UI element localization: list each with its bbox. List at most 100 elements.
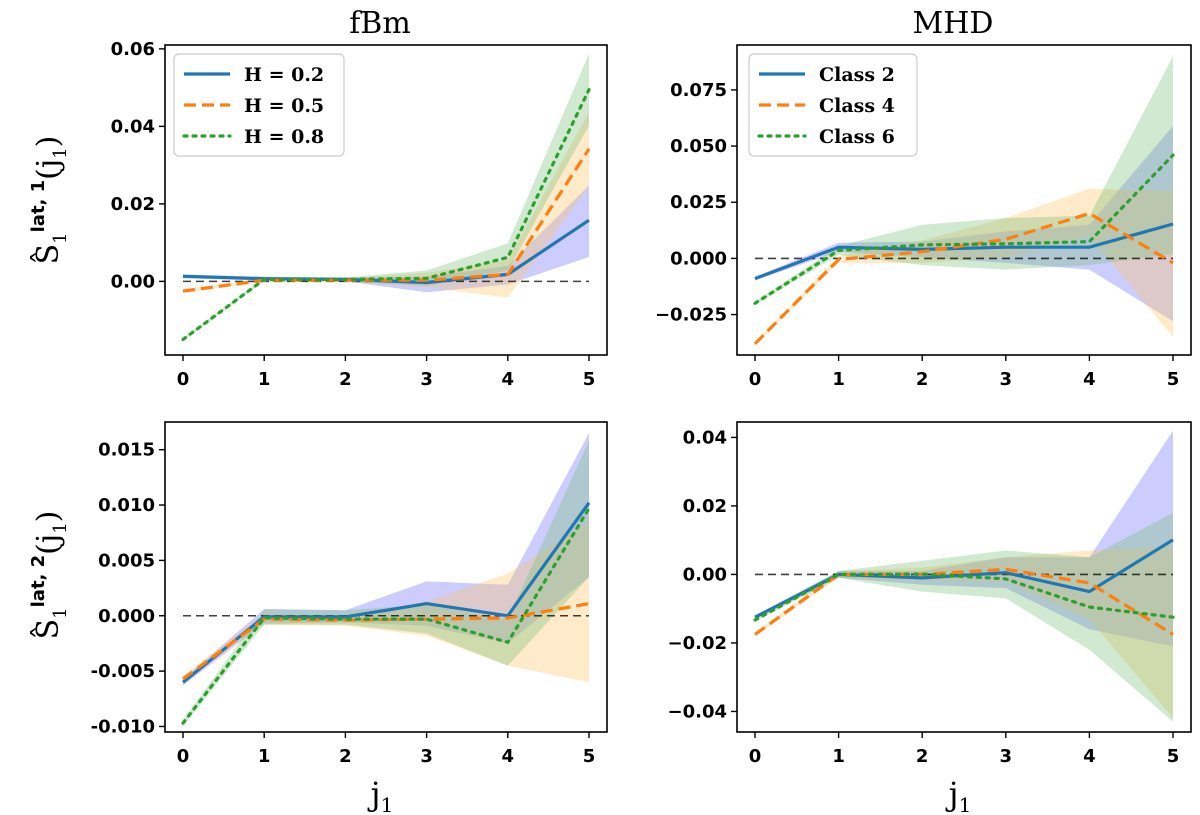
y-tick-label: 0.025 <box>670 192 727 213</box>
y-tick-label: −0.04 <box>668 701 728 722</box>
series-line-green <box>753 153 1175 305</box>
y-tick-label: 0.075 <box>670 80 727 101</box>
y-tick-label: 0.015 <box>98 440 155 461</box>
band-green <box>183 440 589 727</box>
band-orange <box>755 188 1173 346</box>
x-tick-label: 3 <box>420 369 433 390</box>
ylabel-row2-arg-sub: 1 <box>50 522 71 533</box>
x-tick-label: 2 <box>339 746 352 767</box>
x-tick-label: 1 <box>258 746 271 767</box>
y-tick-label: 0.02 <box>683 496 727 517</box>
x-tick-label: 1 <box>258 369 271 390</box>
series-line-green <box>181 87 591 342</box>
x-tick-label: 4 <box>502 369 515 390</box>
band-green <box>183 53 589 342</box>
legend-label: H = 0.2 <box>244 64 324 86</box>
x-tick-label: 2 <box>339 369 352 390</box>
legend-label: H = 0.5 <box>244 95 324 117</box>
plot-frame <box>736 44 1192 356</box>
band-blue <box>183 433 589 686</box>
y-tick-label: 0.00 <box>683 564 727 585</box>
legend: H = 0.2 H = 0.5 H = 0.8 <box>173 53 345 157</box>
series-line-green <box>181 506 591 725</box>
series-line-orange <box>182 148 591 293</box>
ylabel-row1-sub: 1 <box>50 232 71 243</box>
xlabel-left-sub: 1 <box>381 793 394 815</box>
plot-frame <box>164 421 608 733</box>
ylabel-row1-sup: lat, 1 <box>28 180 49 233</box>
y-tick-label: 0.06 <box>111 39 155 60</box>
y-tick-label: -0.005 <box>91 661 155 682</box>
ylabel-row1: S1lat, 1(j1) <box>28 136 71 265</box>
ylabel-row1-arg-sub: 1 <box>50 147 71 158</box>
x-tick-label: 5 <box>1167 369 1180 390</box>
x-tick-label: 3 <box>1000 746 1013 767</box>
band-orange <box>183 521 589 683</box>
x-tick-label: 0 <box>749 746 762 767</box>
y-tick-label: 0.04 <box>111 116 155 137</box>
xlabel-right-base: j <box>945 775 959 813</box>
panel-4: 0 1 2 3 4 5 −0.04 −0.02 0.00 0.02 0.04 <box>668 421 1192 767</box>
xlabel-right-sub: 1 <box>959 793 972 815</box>
y-tick-label: 0.005 <box>98 550 155 571</box>
ylabel-row2-base: S <box>31 619 66 640</box>
series-line-blue <box>181 501 591 684</box>
y-tick-label: 0.010 <box>98 495 155 516</box>
xlabel-left: j1 <box>367 775 394 815</box>
x-tick-label: 0 <box>177 746 190 767</box>
x-tick-label: 2 <box>916 369 929 390</box>
ylabel-row1-base: S <box>31 244 66 265</box>
band-orange <box>755 547 1173 719</box>
plot-frame <box>164 44 608 356</box>
y-tick-label: 0.000 <box>98 606 155 627</box>
ylabel-row2-arg: (j <box>31 534 66 555</box>
y-tick-label: −0.025 <box>655 305 727 326</box>
series-line-orange <box>754 567 1174 636</box>
band-blue <box>755 430 1173 647</box>
xlabel-left-base: j <box>367 775 381 813</box>
x-tick-label: 2 <box>916 746 929 767</box>
series-line-blue <box>754 222 1174 281</box>
x-tick-label: 1 <box>832 369 845 390</box>
x-tick-label: 5 <box>583 746 596 767</box>
xlabel-right: j1 <box>945 775 972 815</box>
x-tick-label: 5 <box>1167 746 1180 767</box>
legend-label: Class 6 <box>819 126 895 148</box>
band-green <box>755 56 1173 306</box>
column-title-fbm: fBm <box>349 6 411 41</box>
legend-box <box>173 53 345 157</box>
x-tick-label: 4 <box>502 746 515 767</box>
column-title-mhd: MHD <box>913 6 994 41</box>
plot-frame <box>736 421 1192 733</box>
ylabel-row2-sup: lat, 2 <box>28 555 49 608</box>
legend-label: Class 2 <box>819 64 895 86</box>
y-tick-label: −0.02 <box>668 633 728 654</box>
x-tick-label: 4 <box>1083 369 1096 390</box>
y-tick-label: 0.00 <box>111 271 155 292</box>
y-tick-label: 0.02 <box>111 194 155 215</box>
ylabel-row2-close: ) <box>31 511 66 523</box>
legend: Class 2 Class 4 Class 6 <box>748 53 918 157</box>
y-tick-label: -0.010 <box>91 716 155 737</box>
x-tick-label: 1 <box>832 746 845 767</box>
y-tick-label: 0.000 <box>670 248 727 269</box>
x-tick-label: 4 <box>1083 746 1096 767</box>
x-tick-label: 0 <box>749 369 762 390</box>
legend-box <box>748 53 918 157</box>
ylabel-row2: S1lat, 2(j1) <box>28 511 71 640</box>
legend-label: Class 4 <box>819 95 895 117</box>
y-tick-label: 0.050 <box>670 136 727 157</box>
x-tick-label: 5 <box>583 369 596 390</box>
x-tick-label: 3 <box>1000 369 1013 390</box>
x-tick-label: 0 <box>177 369 190 390</box>
ylabel-row1-arg: (j <box>31 159 66 180</box>
y-tick-label: 0.04 <box>683 427 727 448</box>
legend-label: H = 0.8 <box>244 126 324 148</box>
panel-1: 0 1 2 3 4 50.000.020.040.06H = 0.2H = 0.5H = … <box>111 39 608 390</box>
panel-3: 0 1 2 3 4 5 -0.010 -0.005 0.000 0.005 0.010 0.015 <box>91 421 608 767</box>
ylabel-row2-sub: 1 <box>50 607 71 618</box>
x-tick-label: 3 <box>420 746 433 767</box>
ylabel-row1-close: ) <box>31 136 66 148</box>
